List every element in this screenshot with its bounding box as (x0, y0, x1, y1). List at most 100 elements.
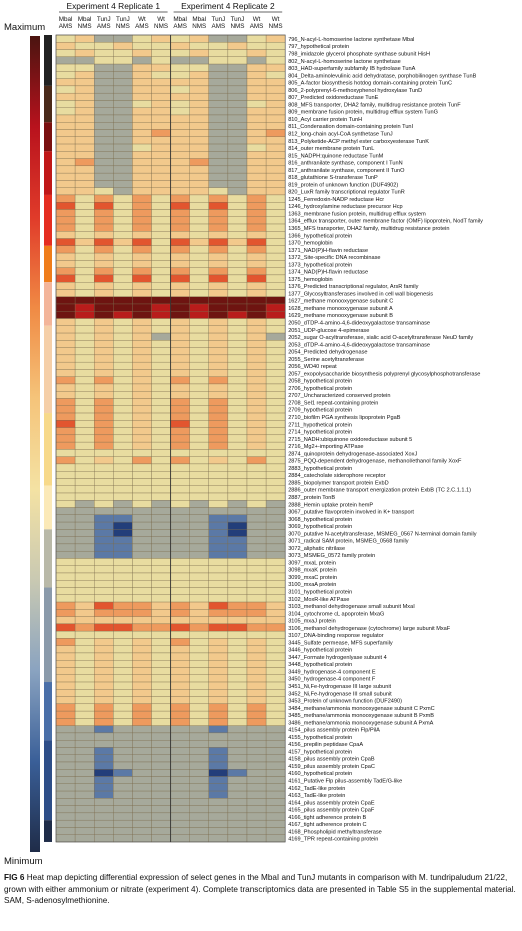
heatmap-cell (208, 747, 229, 755)
heatmap-cell (151, 514, 171, 523)
heatmap-cell (151, 718, 171, 726)
cluster-block (44, 194, 52, 246)
heatmap-cell (74, 303, 95, 312)
heatmap-cell (208, 594, 229, 603)
row-label: 1372_Site-specific DNA recombinase (288, 255, 380, 261)
heatmap-cell (113, 652, 133, 661)
heatmap-cell (227, 340, 248, 348)
heatmap-cell (246, 209, 267, 217)
heatmap-cell (208, 783, 229, 792)
row-label: 3068_hypothetical protein (288, 517, 352, 523)
heatmap-cell (170, 434, 190, 443)
heatmap-cell (246, 260, 267, 268)
heatmap-cell (132, 420, 152, 428)
heatmap-cell (170, 776, 190, 784)
heatmap-cell (94, 630, 114, 639)
heatmap-cell (189, 696, 209, 705)
heatmap-cell (94, 427, 114, 436)
heatmap-cell (74, 536, 95, 545)
heatmap-cell (132, 485, 152, 494)
heatmap-cell (151, 282, 171, 290)
heatmap-cell (189, 427, 209, 436)
heatmap-cell (151, 776, 171, 784)
heatmap-cell (113, 92, 133, 101)
heatmap-cell (265, 536, 286, 545)
heatmap-cell (55, 245, 76, 254)
heatmap-cell (74, 296, 95, 305)
heatmap-cell (246, 231, 267, 239)
heatmap-cell (265, 114, 286, 123)
heatmap-cell (113, 347, 133, 356)
heatmap-cell (265, 660, 286, 668)
heatmap-cell (94, 71, 114, 79)
heatmap-cell (55, 805, 76, 814)
heatmap-cell (170, 601, 190, 610)
heatmap-cell (74, 463, 95, 472)
heatmap-cell (94, 383, 114, 392)
heatmap-cell (74, 245, 95, 254)
heatmap-chart: Experiment 4 Replicate 1 Experiment 4 Rep… (4, 1, 483, 867)
heatmap-cell (113, 580, 133, 588)
heatmap-cell (74, 412, 95, 421)
heatmap-cell (227, 507, 248, 515)
heatmap-cell (246, 252, 267, 261)
heatmap-cell (246, 514, 267, 523)
cluster-block (44, 740, 52, 821)
heatmap-cell (189, 776, 209, 784)
heatmap-cell (132, 434, 152, 443)
heatmap-cell (151, 303, 171, 312)
heatmap-cell (227, 274, 248, 283)
heatmap-cell (208, 790, 229, 799)
heatmap-cell (55, 260, 76, 268)
heatmap-cell (94, 340, 114, 348)
heatmap-cell (113, 412, 133, 421)
heatmap-cell (55, 194, 76, 203)
heatmap-cell (208, 710, 229, 719)
heatmap-cell (132, 514, 152, 523)
heatmap-cell (246, 725, 267, 734)
heatmap-cell (246, 572, 267, 581)
heatmap-cell (55, 754, 76, 763)
cluster-block (44, 529, 52, 588)
heatmap-cell (55, 209, 76, 217)
heatmap-cell (265, 441, 286, 450)
heatmap-cell (151, 819, 171, 828)
heatmap-cell (170, 143, 190, 152)
heatmap-cell (208, 769, 229, 777)
heatmap-cell (246, 601, 267, 610)
heatmap-cell (170, 725, 190, 734)
heatmap-cell (246, 594, 267, 603)
heatmap-cell (170, 151, 190, 159)
row-label: 4158_pilus assembly protein CpaB (288, 757, 375, 763)
heatmap-cell (74, 776, 95, 784)
row-label: 3449_hydrogenase-4 component E (288, 669, 376, 675)
heatmap-cell (94, 296, 114, 305)
heatmap-cell (170, 92, 190, 101)
heatmap-cell (170, 63, 190, 72)
row-label: 815_NADPH:quinone reductase TunM (288, 153, 383, 159)
row-label: 819_protein of unknown function (DUF4902… (288, 182, 398, 188)
heatmap-cell (132, 776, 152, 784)
heatmap-cell (227, 347, 248, 356)
heatmap-cell (170, 790, 190, 799)
row-label: 2715_NADH:ubiquinone oxidoreductase subu… (288, 437, 412, 443)
heatmap-cell (265, 485, 286, 494)
heatmap-cell (113, 296, 133, 305)
heatmap-cell (113, 609, 133, 617)
heatmap-cell (132, 347, 152, 356)
heatmap-cell (227, 296, 248, 305)
row-label: 2886_outer membrane transport energizati… (288, 488, 471, 494)
heatmap-cell (189, 56, 209, 65)
heatmap-cell (151, 485, 171, 494)
heatmap-cell (74, 550, 95, 559)
heatmap-cell (208, 674, 229, 683)
heatmap-cell (189, 580, 209, 588)
heatmap-cell (208, 311, 229, 319)
column-header: Wt AMS (135, 16, 149, 30)
heatmap-cell (113, 383, 133, 392)
heatmap-cell (94, 667, 114, 675)
heatmap-cell (246, 674, 267, 683)
heatmap-cell (246, 500, 267, 508)
heatmap-cell (113, 696, 133, 705)
cluster-bar (44, 35, 52, 842)
